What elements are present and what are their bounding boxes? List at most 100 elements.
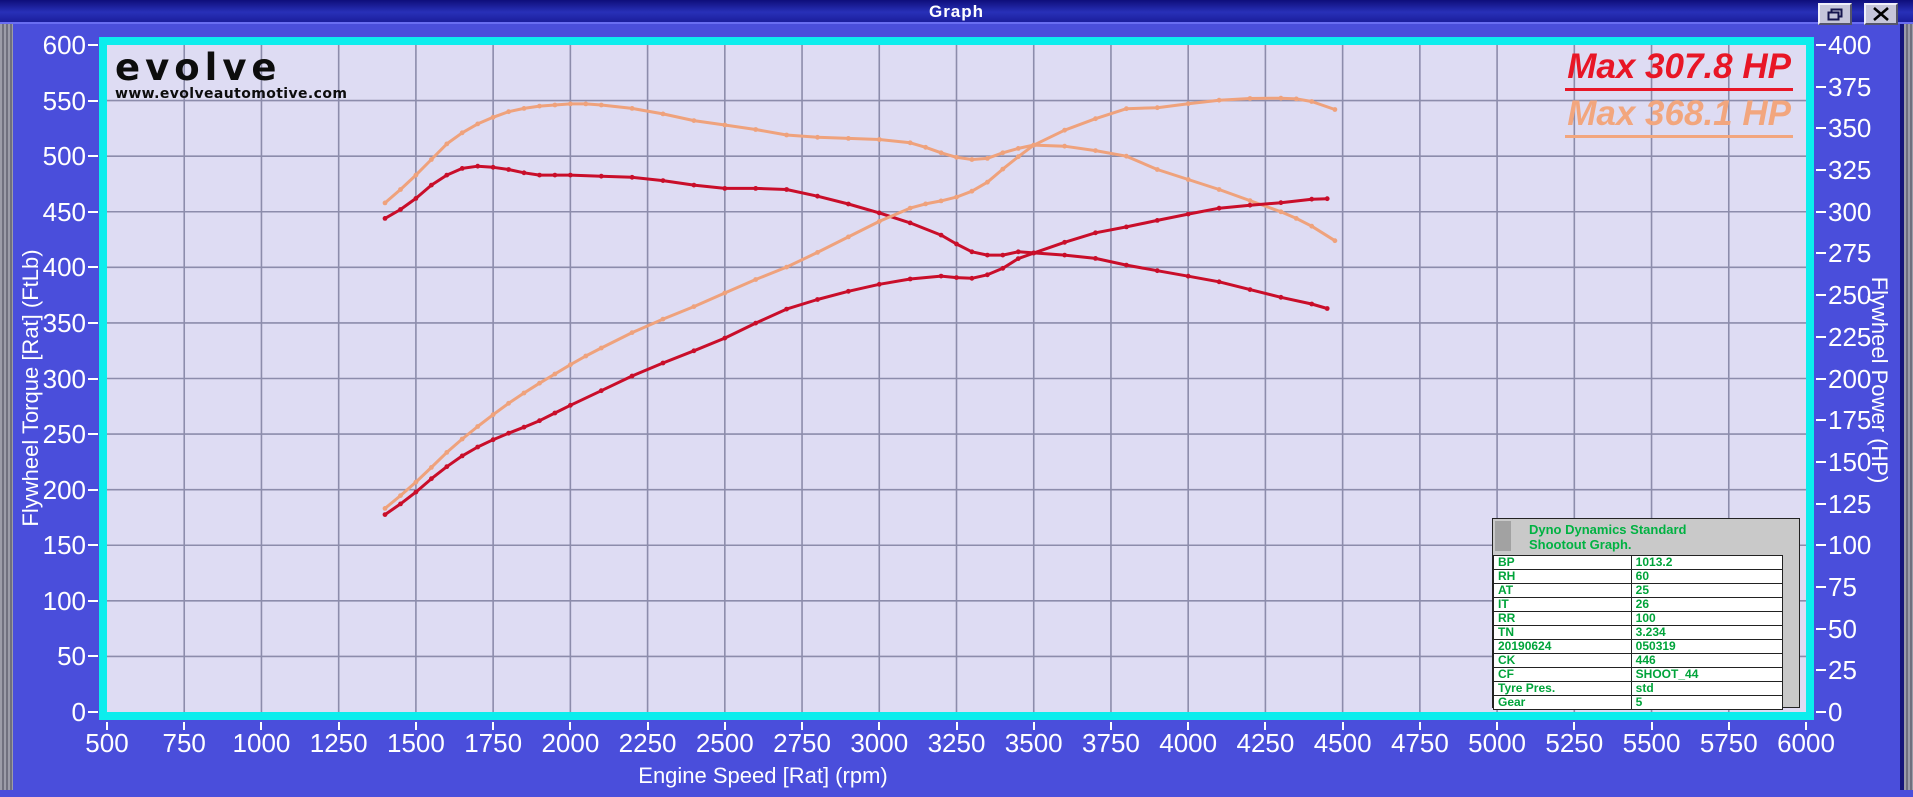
evolve-logo: evolve www.evolveautomotive.com [115, 49, 347, 102]
info-row: BP 1013.2 [1493, 555, 1784, 570]
y-axis-right-tick-mark [1816, 169, 1826, 172]
info-label: Tyre Pres. [1493, 681, 1632, 696]
x-axis-tick-mark [1805, 722, 1807, 730]
info-value: std [1630, 681, 1784, 696]
x-axis-tick-mark [1650, 722, 1653, 730]
x-axis-tick-label: 750 [162, 728, 206, 758]
y-axis-right-tick-mark [1816, 85, 1826, 88]
info-value: 26 [1630, 597, 1784, 612]
title-bar: Graph [0, 0, 1913, 25]
info-panel-title-line1: Dyno Dynamics Standard [1529, 522, 1687, 537]
info-row: CK 446 [1493, 653, 1784, 668]
x-axis-tick-mark [723, 722, 726, 730]
y-axis-right-tick-label: 325 [1828, 155, 1872, 186]
y-axis-left-tick-label: 300 [42, 363, 86, 394]
info-value: 446 [1630, 653, 1784, 668]
y-axis-right-tick-label: 250 [1828, 280, 1872, 311]
x-axis-tick-label: 2000 [541, 728, 600, 758]
y-axis-right-tick-label: 225 [1828, 321, 1872, 352]
y-axis-left-tick-mark [88, 599, 98, 602]
info-value: 3.234 [1630, 625, 1784, 640]
y-axis-right-tick-mark [1816, 502, 1826, 505]
y-axis-right-tick-label: 125 [1828, 488, 1872, 519]
x-axis-tick-mark [1109, 722, 1112, 730]
y-axis-left-tick-mark [88, 377, 98, 380]
x-axis-tick-label: 1250 [309, 728, 368, 758]
info-value: SHOOT_44 [1630, 667, 1784, 682]
x-axis-tick-label: 3250 [927, 728, 986, 758]
x-axis-tick-mark [414, 722, 417, 730]
info-row: Tyre Pres. std [1493, 681, 1784, 696]
info-label: IT [1493, 597, 1632, 612]
y-axis-left-tick-mark [88, 488, 98, 491]
x-axis-tick-mark [1264, 722, 1267, 730]
y-axis-left-tick-label: 50 [57, 641, 86, 672]
y-axis-left-tick-label: 0 [71, 697, 86, 727]
close-icon [1873, 7, 1889, 21]
y-axis-right-tick-label: 350 [1828, 113, 1872, 144]
y-axis-right-tick-mark [1816, 460, 1826, 463]
info-row: CF SHOOT_44 [1493, 667, 1784, 682]
y-axis-right-tick-label: 25 [1828, 655, 1857, 686]
y-axis-left-tick-label: 150 [42, 530, 86, 561]
x-axis-tick-mark [337, 722, 340, 730]
info-label: CF [1493, 667, 1632, 682]
info-value: 60 [1630, 569, 1784, 584]
x-axis-title: Engine Speed [Rat] (rpm) [638, 763, 888, 788]
info-row: AT 25 [1493, 583, 1784, 598]
y-axis-right-tick-mark [1816, 627, 1826, 630]
power-curve-run1 [382, 196, 1330, 517]
info-label: AT [1493, 583, 1632, 598]
y-axis-right-tick-mark [1816, 669, 1826, 672]
x-axis-tick-label: 3500 [1004, 728, 1063, 758]
y-axis-right-tick-label: 300 [1828, 196, 1872, 227]
x-axis-tick-label: 1000 [232, 728, 291, 758]
x-axis-tick-label: 4750 [1390, 728, 1449, 758]
y-axis-right-tick-label: 200 [1828, 363, 1872, 394]
y-axis-left-tick-mark [88, 44, 98, 46]
y-axis-left-tick-mark [88, 99, 98, 102]
y-axis-right-tick-mark [1816, 544, 1826, 547]
info-panel-title: Dyno Dynamics Standard Shootout Graph. [1529, 522, 1687, 552]
x-axis-tick-mark [1187, 722, 1190, 730]
y-axis-left-tick-label: 550 [42, 85, 86, 116]
y-axis-right-tick-mark [1816, 44, 1826, 46]
x-axis-tick-mark [1418, 722, 1421, 730]
logo-website: www.evolveautomotive.com [115, 86, 348, 102]
x-axis-tick-label: 1500 [386, 728, 445, 758]
info-table: BP 1013.2 RH 60 AT 25 IT 26 RR 100 TN 3.234 20190624… [1493, 555, 1784, 710]
x-axis-tick-mark [1032, 722, 1035, 730]
y-axis-right-tick-mark [1816, 585, 1826, 588]
torque-curve-run1 [382, 163, 1330, 311]
x-axis-tick-mark [1573, 722, 1576, 730]
y-axis-right-tick-label: 175 [1828, 405, 1872, 436]
chart-frame: evolve www.evolveautomotive.com Max 307.… [99, 37, 1814, 720]
y-axis-right-tick-label: 75 [1828, 571, 1857, 602]
info-row: TN 3.234 [1493, 625, 1784, 640]
info-label: RR [1493, 611, 1632, 626]
info-value: 100 [1630, 611, 1784, 626]
x-axis-tick-label: 2250 [618, 728, 677, 758]
y-axis-right-tick-label: 0 [1828, 697, 1843, 727]
logo-text: evolve [115, 46, 282, 89]
y-axis-left-tick-label: 400 [42, 252, 86, 283]
restore-button[interactable] [1818, 3, 1852, 25]
y-axis-left-tick-mark [88, 655, 98, 658]
torque-curve-run2 [382, 101, 1338, 244]
close-button[interactable] [1864, 3, 1898, 25]
legend-item-run2: Max 368.1 HP [1565, 94, 1793, 138]
y-axis-right-tick-mark [1816, 335, 1826, 338]
legend-item-run1: Max 307.8 HP [1565, 47, 1793, 91]
y-axis-right-tick-label: 400 [1828, 30, 1872, 60]
y-axis-left-tick-label: 500 [42, 141, 86, 172]
y-axis-right-tick-mark [1816, 711, 1826, 713]
plot-area: evolve www.evolveautomotive.com Max 307.… [107, 45, 1806, 712]
x-axis-tick-label: 6000 [1777, 728, 1835, 758]
info-label: RH [1493, 569, 1632, 584]
x-axis-tick-mark [955, 722, 958, 730]
info-panel: Dyno Dynamics Standard Shootout Graph. B… [1492, 518, 1800, 710]
y-axis-left-tick-mark [88, 210, 98, 213]
x-axis-tick-mark [1341, 722, 1344, 730]
power-curve-run2 [382, 95, 1338, 511]
